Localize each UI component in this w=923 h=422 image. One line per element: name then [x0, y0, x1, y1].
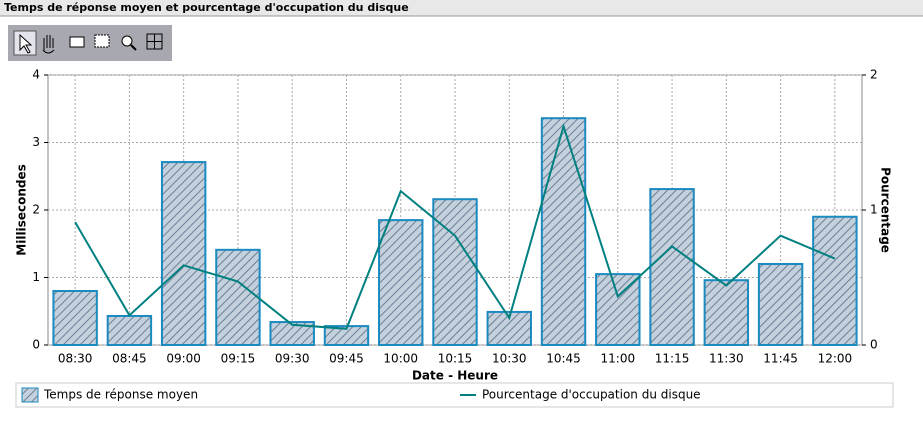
- pointer-icon: [19, 33, 33, 54]
- y-axis-label: Millisecondes: [15, 164, 29, 255]
- x-tick-label: 09:30: [275, 352, 310, 366]
- y2-axis-label: Pourcentage: [879, 167, 893, 253]
- y-tick-label: 2: [32, 203, 40, 217]
- bar: [757, 263, 804, 346]
- bar: [215, 248, 261, 346]
- bar: [160, 161, 207, 346]
- y2-tick-label: 1: [870, 203, 878, 217]
- annotate-tool[interactable]: [69, 36, 85, 48]
- x-tick-label: 08:30: [58, 352, 93, 366]
- bar: [432, 198, 478, 346]
- pan-tool[interactable]: [42, 35, 55, 54]
- toolbar: [8, 25, 172, 61]
- zoom-out-handle: [130, 44, 137, 51]
- x-tick-label: 10:45: [546, 352, 581, 366]
- legend-label: Pourcentage d'occupation du disque: [482, 388, 701, 402]
- y2-tick-label: 0: [870, 338, 878, 352]
- fit-cross: [147, 34, 162, 49]
- x-tick-label: 10:30: [492, 352, 527, 366]
- bar: [703, 279, 750, 347]
- x-tick-label: 09:45: [329, 352, 364, 366]
- legend: [15, 382, 894, 408]
- bar: [378, 219, 424, 346]
- x-tick-label: 10:00: [383, 352, 418, 366]
- x-tick-label: 09:15: [221, 352, 256, 366]
- x-tick-label: 12:00: [818, 352, 853, 366]
- x-tick-label: 10:15: [438, 352, 473, 366]
- x-tick-label: 11:45: [763, 352, 798, 366]
- x-tick-label: 11:00: [601, 352, 636, 366]
- bar: [52, 290, 98, 346]
- x-tick-label: 08:45: [112, 352, 147, 366]
- y-tick-label: 3: [32, 135, 40, 149]
- line: [74, 122, 836, 330]
- title-bar: [0, 0, 923, 16]
- legend-label: Temps de réponse moyen: [43, 388, 198, 402]
- bar: [486, 310, 532, 346]
- legend-swatch: [21, 387, 39, 403]
- x-axis-label: Date - Heure: [412, 369, 498, 383]
- bar: [106, 314, 153, 347]
- y-tick-label: 1: [32, 270, 40, 284]
- window-title: Temps de réponse moyen et pourcentage d'…: [4, 1, 409, 14]
- bar: [540, 117, 587, 346]
- zoom-out-tool[interactable]: [121, 35, 133, 47]
- bar: [812, 215, 858, 346]
- y-tick-label: 4: [32, 68, 40, 82]
- zoom-box-tool[interactable]: [94, 34, 110, 48]
- x-tick-label: 11:30: [709, 352, 744, 366]
- bar: [269, 321, 315, 346]
- y-tick-label: 0: [32, 338, 40, 352]
- y2-tick-label: 2: [870, 68, 878, 82]
- bar: [649, 188, 695, 346]
- x-tick-label: 11:15: [655, 352, 690, 366]
- bar: [595, 273, 641, 346]
- x-tick-label: 09:00: [166, 352, 201, 366]
